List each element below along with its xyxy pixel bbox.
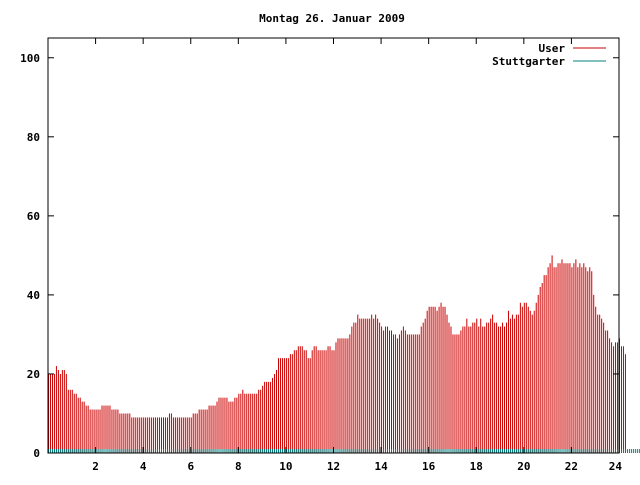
- x-tick-label-24: 24: [609, 460, 623, 473]
- x-tick-label-20: 20: [517, 460, 530, 473]
- y-tick-label-100: 100: [20, 52, 40, 65]
- y-axis: 0 20 40 60 80 100: [20, 52, 619, 460]
- bars-stuttgarter: [49, 449, 640, 453]
- x-tick-label-4: 4: [140, 460, 147, 473]
- legend-label-stuttgarter: Stuttgarter: [492, 55, 565, 68]
- y-tick-label-80: 80: [27, 131, 40, 144]
- x-tick-label-22: 22: [565, 460, 578, 473]
- x-tick-label-18: 18: [470, 460, 483, 473]
- chart-title: Montag 26. Januar 2009: [259, 12, 405, 25]
- y-tick-label-40: 40: [27, 289, 40, 302]
- y-tick-label-20: 20: [27, 368, 40, 381]
- y-tick-label-60: 60: [27, 210, 40, 223]
- x-tick-label-10: 10: [279, 460, 292, 473]
- x-tick-label-14: 14: [374, 460, 388, 473]
- x-tick-label-2: 2: [92, 460, 99, 473]
- bars-user: [49, 255, 626, 453]
- x-tick-label-16: 16: [422, 460, 436, 473]
- x-tick-label-12: 12: [327, 460, 340, 473]
- x-tick-label-6: 6: [187, 460, 194, 473]
- legend-label-user: User: [539, 42, 566, 55]
- y-tick-label-0: 0: [33, 447, 40, 460]
- legend: User Stuttgarter: [492, 42, 606, 68]
- x-tick-label-8: 8: [235, 460, 242, 473]
